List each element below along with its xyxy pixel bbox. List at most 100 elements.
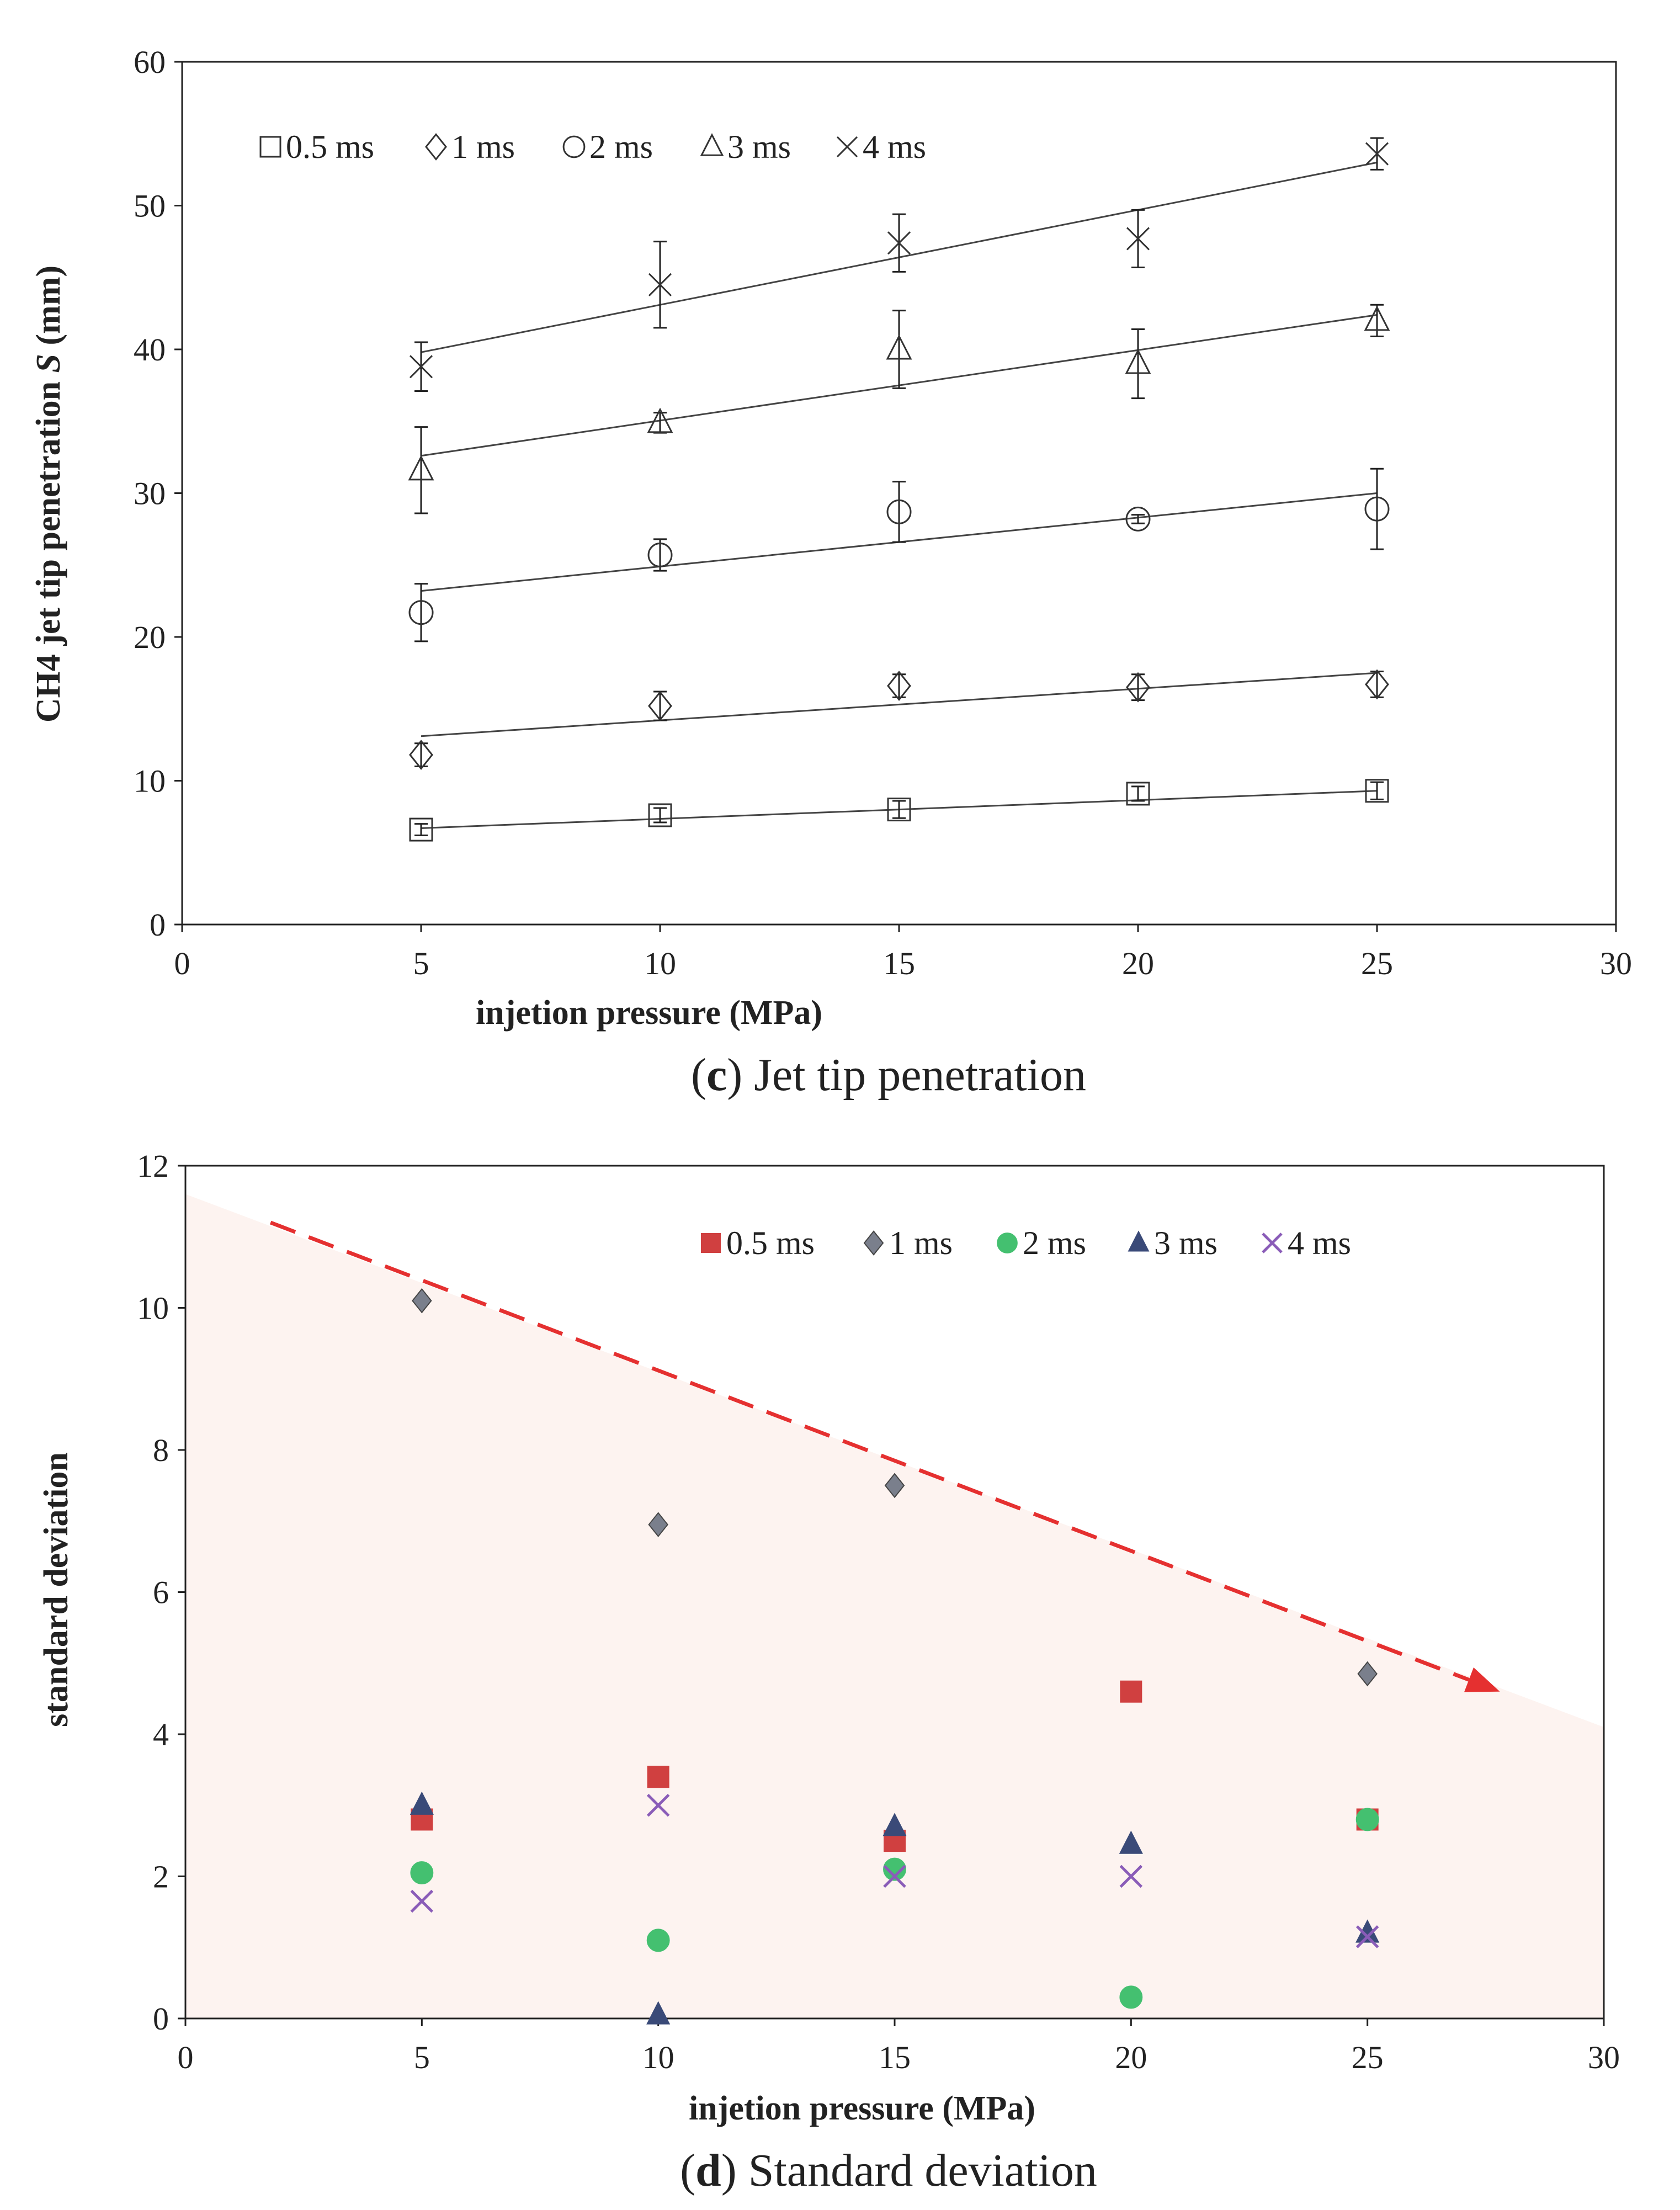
data-point-square: [1365, 779, 1389, 803]
x-tick-label: 5: [414, 2039, 430, 2075]
chart-c: 0 10 20 30 40 50 60 0 5 10 15 20 25 30 0.5 ms 1 ms 2 m…: [30, 44, 1632, 1101]
legend-marker-square: [701, 1233, 721, 1253]
legend-label: 4 ms: [863, 129, 926, 165]
x-tick-label: 25: [1352, 2039, 1384, 2075]
x-tick-label: 0: [178, 2039, 194, 2075]
chart-d-marks: [410, 1288, 1380, 2025]
x-tick-label: 10: [644, 945, 676, 981]
legend-marker-x: [836, 136, 858, 158]
legend-label: 3 ms: [727, 129, 791, 165]
y-tick-label: 50: [134, 188, 166, 224]
y-tick-label: 60: [134, 44, 166, 80]
error-bar: [892, 310, 906, 389]
error-bar: [1131, 514, 1145, 524]
legend-label: 2 ms: [1023, 1225, 1086, 1261]
y-tick-label: 8: [153, 1432, 169, 1468]
data-point-x: [883, 1864, 906, 1888]
x-tick-label: 30: [1588, 2039, 1620, 2075]
chart-d-caption-text: Standard deviation: [737, 2145, 1097, 2196]
data-point-triangle: [408, 455, 434, 481]
chart-c-legend: 0.5 ms 1 ms 2 ms 3 ms 4 ms: [259, 129, 926, 165]
data-point-circle: [408, 600, 434, 625]
error-bar: [414, 426, 428, 514]
data-point-triangle: [1125, 348, 1151, 374]
data-point-x: [887, 231, 911, 255]
data-point-triangle: [1364, 305, 1390, 331]
data-point-x: [1126, 227, 1150, 251]
error-bar: [1370, 304, 1384, 338]
y-tick-label: 30: [134, 476, 166, 512]
error-bar: [892, 673, 906, 698]
chart-c-caption: (c) Jet tip penetration: [691, 1049, 1086, 1101]
legend-label: 1 ms: [451, 129, 515, 165]
x-tick-label: 20: [1122, 945, 1154, 981]
error-bar: [1131, 785, 1145, 802]
data-point-circle: [647, 543, 673, 568]
data-point-circle: [410, 1861, 434, 1885]
chart-d-x-ticks: 0 5 10 15 20 25 30: [178, 2018, 1620, 2075]
data-point-diamond: [648, 1512, 668, 1538]
chart-c-caption-letter: c: [706, 1049, 727, 1101]
chart-d-y-ticks: 0 2 4 6 8 10 12: [137, 1148, 185, 2037]
fit-line-1ms: [421, 672, 1378, 737]
error-bar: [892, 481, 906, 543]
data-point-square: [1126, 782, 1150, 806]
error-bar: [892, 800, 906, 819]
y-tick-label: 0: [150, 907, 166, 943]
legend-marker-diamond: [425, 133, 447, 161]
legend-label: 1 ms: [889, 1225, 953, 1261]
data-point-diamond: [1365, 669, 1389, 700]
x-tick-label: 15: [879, 2039, 911, 2075]
data-point-triangle: [886, 334, 912, 360]
error-bar: [653, 690, 667, 721]
data-point-x: [1119, 1864, 1143, 1888]
chart-c-y-axis-label: CH4 jet tip penetration S (mm): [30, 265, 67, 722]
error-bar: [653, 807, 667, 824]
data-point-circle: [886, 499, 912, 524]
error-bar: [1370, 468, 1384, 550]
data-point-circle: [1125, 506, 1151, 532]
data-point-triangle: [1119, 1830, 1143, 1854]
data-point-diamond: [409, 740, 433, 771]
y-tick-label: 10: [137, 1290, 169, 1326]
legend-label: 4 ms: [1288, 1225, 1351, 1261]
legend-marker-square: [259, 136, 281, 158]
chart-d-y-axis-label: standard deviation: [38, 1452, 75, 1727]
x-tick-label: 5: [413, 945, 429, 981]
chart-c-marks: [408, 137, 1390, 842]
data-point-square: [1120, 1680, 1142, 1703]
data-point-diamond: [412, 1288, 432, 1314]
chart-c-y-axis-label-unit: (mm): [30, 265, 67, 354]
chart-d: 0 2 4 6 8 10 12 0 5 10 15 20 25 30 0.5 ms 1 ms 2 ms 3 m…: [38, 1148, 1620, 2196]
chart-c-y-axis-label-main: CH4 jet tip penetration: [30, 373, 67, 722]
data-point-circle: [1355, 1808, 1379, 1831]
error-bar: [414, 823, 428, 836]
data-point-triangle: [410, 1791, 434, 1815]
y-tick-label: 0: [153, 2001, 169, 2037]
data-point-x: [1355, 1925, 1379, 1948]
data-point-triangle: [647, 407, 673, 433]
data-point-x: [648, 273, 672, 296]
data-point-triangle: [646, 2001, 671, 2025]
legend-label: 3 ms: [1154, 1225, 1218, 1261]
x-tick-label: 25: [1361, 945, 1393, 981]
legend-label: 0.5 ms: [286, 129, 374, 165]
legend-marker-triangle: [700, 133, 724, 156]
data-point-diamond: [887, 671, 911, 701]
data-point-x: [410, 1889, 434, 1913]
chart-c-x-axis-label: injetion pressure (MPa): [476, 994, 822, 1032]
chart-d-legend: 0.5 ms 1 ms 2 ms 3 ms 4 ms: [701, 1225, 1351, 1261]
x-tick-label: 30: [1600, 945, 1632, 981]
data-point-square: [647, 1766, 669, 1788]
data-point-square: [887, 798, 911, 822]
x-tick-label: 10: [642, 2039, 674, 2075]
x-tick-label: 15: [883, 945, 915, 981]
data-point-diamond: [648, 690, 672, 721]
chart-d-shaded-region: [185, 1194, 1604, 2018]
legend-label: 2 ms: [589, 129, 653, 165]
chart-d-x-axis-label: injetion pressure (MPa): [689, 2090, 1035, 2127]
y-tick-label: 10: [134, 763, 166, 799]
chart-c-caption-text: Jet tip penetration: [742, 1049, 1086, 1101]
error-bar: [414, 742, 428, 767]
